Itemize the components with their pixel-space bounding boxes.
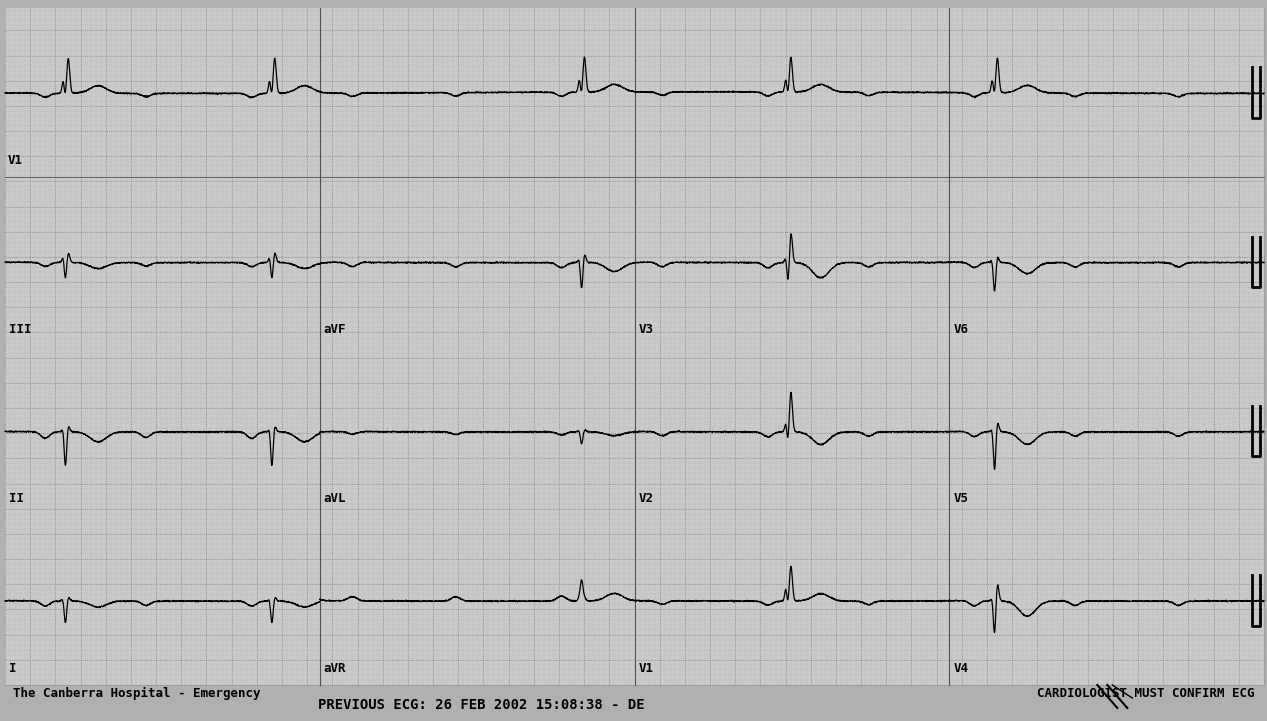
Text: V5: V5 [953, 492, 968, 505]
Text: CARDIOLOGIST MUST CONFIRM ECG: CARDIOLOGIST MUST CONFIRM ECG [1036, 687, 1254, 700]
Text: V1: V1 [639, 662, 654, 675]
Text: aVR: aVR [324, 662, 346, 675]
Text: The Canberra Hospital - Emergency: The Canberra Hospital - Emergency [13, 687, 260, 700]
Text: V6: V6 [953, 323, 968, 336]
Text: V2: V2 [639, 492, 654, 505]
Text: II: II [9, 492, 24, 505]
Text: I: I [9, 662, 16, 675]
Text: PREVIOUS ECG: 26 FEB 2002 15:08:38 - DE: PREVIOUS ECG: 26 FEB 2002 15:08:38 - DE [318, 698, 645, 712]
Text: III: III [9, 323, 32, 336]
Text: V3: V3 [639, 323, 654, 336]
Text: aVL: aVL [324, 492, 346, 505]
Text: V1: V1 [8, 154, 23, 167]
Text: V4: V4 [953, 662, 968, 675]
Text: aVF: aVF [324, 323, 346, 336]
